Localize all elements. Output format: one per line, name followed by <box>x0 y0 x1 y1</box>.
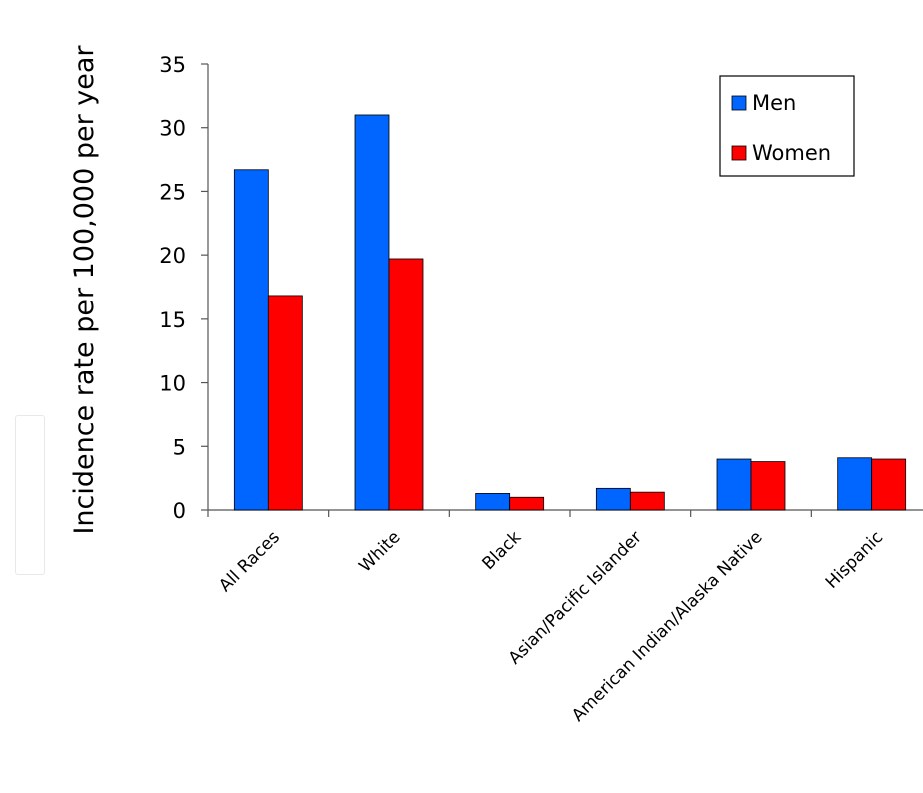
y-tick-label: 25 <box>159 180 186 204</box>
y-tick-label: 10 <box>159 372 186 396</box>
bar-men <box>716 458 752 511</box>
bar-women <box>388 258 424 511</box>
y-tick-labels: 0 5 10 15 20 25 30 35 <box>159 53 186 523</box>
category-label: All Races <box>215 527 284 596</box>
bar-women <box>509 496 545 511</box>
category-label: Hispanic <box>822 527 887 592</box>
y-axis-label: Incidence rate per 100,000 per year <box>69 45 100 535</box>
legend-label: Men <box>752 91 796 115</box>
y-tick-label: 30 <box>159 117 186 141</box>
bars <box>233 114 907 511</box>
bar-women <box>629 491 665 511</box>
legend-label: Women <box>752 141 831 165</box>
bar-women <box>750 461 786 511</box>
bar-men <box>354 114 390 511</box>
bar-men <box>595 487 631 511</box>
y-tick-label: 5 <box>173 435 186 459</box>
category-label: American Indian/Alaska Native <box>568 527 766 725</box>
y-tick-label: 20 <box>159 244 186 268</box>
y-tick-label: 0 <box>173 499 186 523</box>
bar-men <box>475 493 511 511</box>
category-label: White <box>355 527 404 576</box>
blank-panel <box>15 415 45 575</box>
category-label: Black <box>479 527 526 574</box>
y-tick-label: 15 <box>159 308 186 332</box>
bar-women <box>871 458 907 511</box>
bar-men <box>233 169 269 511</box>
legend-swatch <box>731 145 747 161</box>
legend-swatch <box>731 95 747 111</box>
axes <box>201 63 923 517</box>
legend: Men Women <box>719 75 855 177</box>
bar-men <box>837 457 873 511</box>
y-tick-label: 35 <box>159 53 186 77</box>
bar-women <box>267 295 303 511</box>
category-label: Asian/Pacific Islander <box>505 527 646 668</box>
